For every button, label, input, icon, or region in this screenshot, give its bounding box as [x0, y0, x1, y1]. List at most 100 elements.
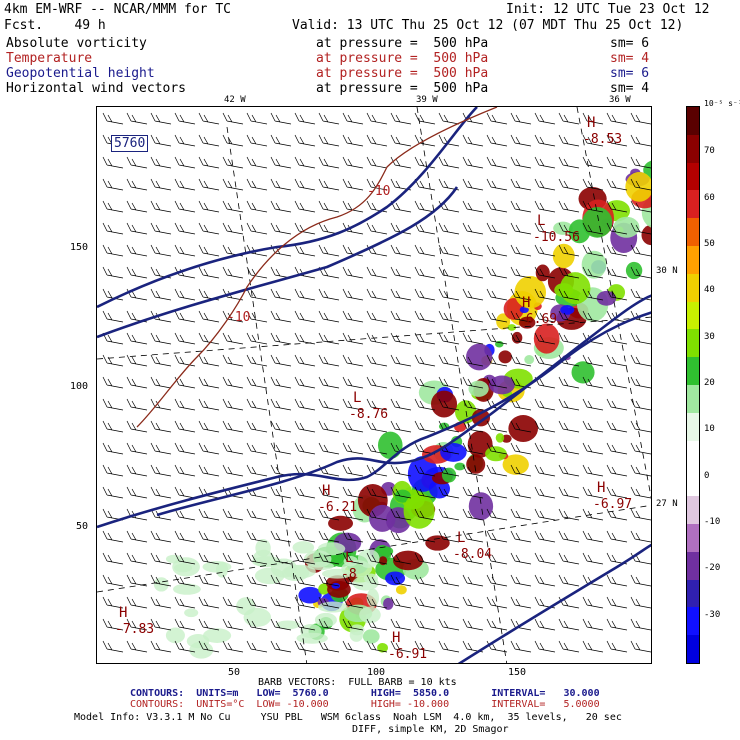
wind-barb [246, 596, 268, 609]
wind-barb [366, 112, 388, 125]
wind-barb [270, 376, 292, 389]
wind-barb [486, 618, 508, 631]
svg-text:H: H [119, 605, 127, 621]
wind-barb [342, 508, 364, 521]
wind-barb [222, 596, 244, 609]
wind-barb [198, 442, 220, 455]
wind-barb [198, 508, 220, 521]
wind-barb [318, 552, 340, 565]
wind-barb [318, 420, 340, 433]
wind-barb [582, 618, 604, 631]
wind-barb [438, 222, 460, 235]
wind-barb [246, 200, 268, 213]
wind-barb [318, 376, 340, 389]
wind-barb [558, 200, 580, 213]
wind-barb [174, 310, 196, 323]
wind-barb [462, 552, 484, 565]
wind-barb [366, 508, 388, 521]
wind-barb [198, 310, 220, 323]
wind-barb [246, 112, 268, 125]
wind-barb [222, 574, 244, 587]
wind-barb [318, 244, 340, 257]
wind-barb [558, 376, 580, 389]
wind-barb [558, 288, 580, 301]
wind-barb [390, 288, 412, 301]
wind-barb [534, 156, 556, 169]
wind-barb [294, 596, 316, 609]
wind-barb [606, 508, 628, 521]
wind-barb [150, 376, 172, 389]
wind-barb [294, 552, 316, 565]
wind-barb [294, 156, 316, 169]
wind-barb [510, 288, 532, 301]
wind-barb [606, 618, 628, 631]
wind-barb [342, 420, 364, 433]
wind-barb [606, 266, 628, 279]
wind-barb [342, 332, 364, 345]
wind-barb [102, 178, 124, 191]
wind-barb [126, 222, 148, 235]
wind-barb [102, 156, 124, 169]
wind-barb [606, 134, 628, 147]
wind-barb [558, 266, 580, 279]
wind-barb [126, 178, 148, 191]
wind-barb [630, 618, 651, 631]
wind-barb [486, 310, 508, 323]
wind-barb [438, 266, 460, 279]
wind-barb [246, 310, 268, 323]
wind-barb [270, 112, 292, 125]
wind-barb [222, 442, 244, 455]
wind-barb [270, 178, 292, 191]
wind-barb [102, 574, 124, 587]
wind-barb [150, 574, 172, 587]
wind-barb [342, 354, 364, 367]
wind-barb [390, 552, 412, 565]
wind-barb [630, 398, 651, 411]
wind-barb [582, 464, 604, 477]
wind-barb [606, 156, 628, 169]
wind-barb [510, 420, 532, 433]
y-tick-50: 50 [76, 521, 89, 532]
wind-barb [270, 332, 292, 345]
wind-barb [558, 310, 580, 323]
wind-barb [486, 244, 508, 257]
wind-barb [462, 508, 484, 521]
wind-barb [366, 266, 388, 279]
colorbar-segment [687, 551, 699, 581]
wind-barb [438, 310, 460, 323]
wind-barb [102, 266, 124, 279]
barb-legend: BARB VECTORS: FULL BARB = 10 kts [258, 677, 457, 688]
wind-barb [294, 508, 316, 521]
wind-barb [630, 552, 651, 565]
wind-barb [606, 288, 628, 301]
colorbar-segment [687, 107, 699, 136]
wind-barb [486, 200, 508, 213]
wind-barb [318, 508, 340, 521]
wind-barb [126, 112, 148, 125]
wind-barb [246, 574, 268, 587]
wind-barb [438, 508, 460, 521]
colorbar-label: 40 [704, 285, 715, 296]
svg-text:-6.69: -6.69 [518, 312, 557, 327]
wind-barb [294, 574, 316, 587]
x-tick-50: 50 [228, 667, 241, 678]
wind-barb [150, 288, 172, 301]
wind-barb [366, 442, 388, 455]
wind-barb [174, 398, 196, 411]
wind-barb [150, 596, 172, 609]
wind-barb [246, 354, 268, 367]
wind-barb [414, 530, 436, 543]
contour-info-temp: CONTOURS: UNITS=°C LOW= -10.000 HIGH= -1… [130, 699, 600, 710]
wind-barb [318, 178, 340, 191]
wind-barb [150, 420, 172, 433]
wind-barb [486, 420, 508, 433]
field-level-temperature: at pressure = 500 hPa [316, 51, 489, 66]
wind-barb [606, 530, 628, 543]
forecast-hour: Fcst. 49 h [4, 18, 106, 33]
wind-barb [222, 640, 244, 653]
wind-barb [246, 156, 268, 169]
contour-info-height: CONTOURS: UNITS=m LOW= 5760.0 HIGH= 5850… [130, 688, 600, 699]
svg-text:-10.56: -10.56 [533, 230, 580, 245]
wind-barb [486, 222, 508, 235]
wind-barb [102, 376, 124, 389]
